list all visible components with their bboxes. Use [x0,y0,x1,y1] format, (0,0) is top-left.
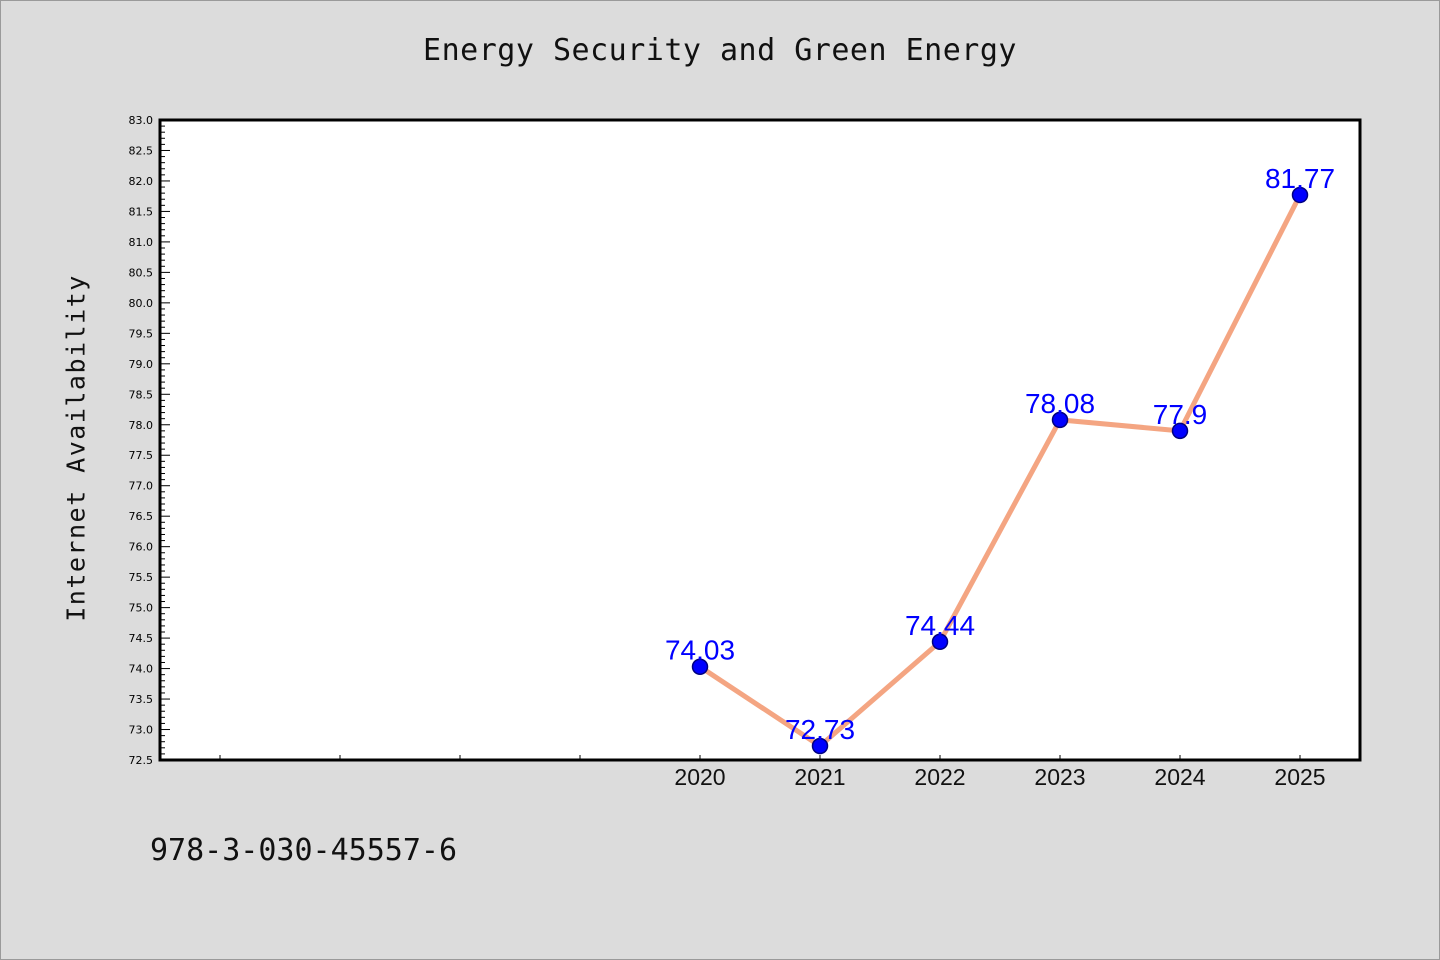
data-point-marker [1051,411,1069,429]
data-point-marker [1171,422,1189,440]
data-label: 78.08 [1025,388,1095,419]
x-axis-ticks: 2020 2021 2022 2023 2024 2025 [219,755,1326,790]
y-tick-label: 77.5 [129,449,154,462]
y-tick-label: 79.0 [129,358,154,371]
data-point-marker [1291,186,1309,204]
y-tick-label: 83.0 [129,114,154,127]
y-tick-label: 82.5 [129,144,154,157]
series-line [698,193,1303,749]
data-label: 74.44 [905,610,975,641]
x-tick-label: 2024 [1154,764,1205,790]
y-tick-label: 75.5 [129,571,154,584]
x-tick-label: 2022 [914,764,965,790]
x-tick-label: 2021 [794,764,845,790]
y-tick-label: 77.0 [129,480,154,493]
data-markers [691,186,1309,755]
y-tick-label: 72.5 [129,754,154,767]
y-tick-label: 76.0 [129,541,154,554]
data-point-marker [931,633,949,651]
y-tick-label: 73.0 [129,724,154,737]
y-tick-label: 78.5 [129,388,154,401]
x-tick-label: 2025 [1274,764,1325,790]
y-tick-label: 82.0 [129,175,154,188]
y-tick-label: 76.5 [129,510,154,523]
y-tick-label: 81.5 [129,205,154,218]
plot-area [158,118,1362,762]
y-tick-label: 78.0 [129,419,154,432]
x-tick-label: 2020 [674,764,725,790]
y-tick-label: 74.0 [129,663,154,676]
data-point-marker [691,658,709,675]
y-tick-label: 81.0 [129,236,154,249]
chart-title: Energy Security and Green Energy [423,33,1017,68]
y-tick-label: 80.5 [129,266,154,279]
footer-isbn: 978-3-030-45557-6 [150,833,458,868]
data-label: 81.77 [1265,163,1335,194]
y-axis-ticks: 72.5 73.0 73.5 74.0 74.5 75.0 75.5 76.0 76.5 77.0… [129,114,170,767]
data-label: 74.03 [665,635,735,666]
data-label: 72.73 [785,714,855,745]
y-tick-label: 75.0 [129,602,154,615]
y-tick-label: 74.5 [129,632,154,645]
y-tick-label: 79.5 [129,327,154,340]
y-tick-label: 73.5 [129,693,154,706]
x-tick-label: 2023 [1034,764,1085,790]
data-point-marker [811,737,829,755]
y-tick-label: 80.0 [129,297,154,310]
data-labels: 74.03 72.73 74.44 78.08 77.9 81.77 [665,163,1335,745]
data-label: 77.9 [1153,399,1208,430]
